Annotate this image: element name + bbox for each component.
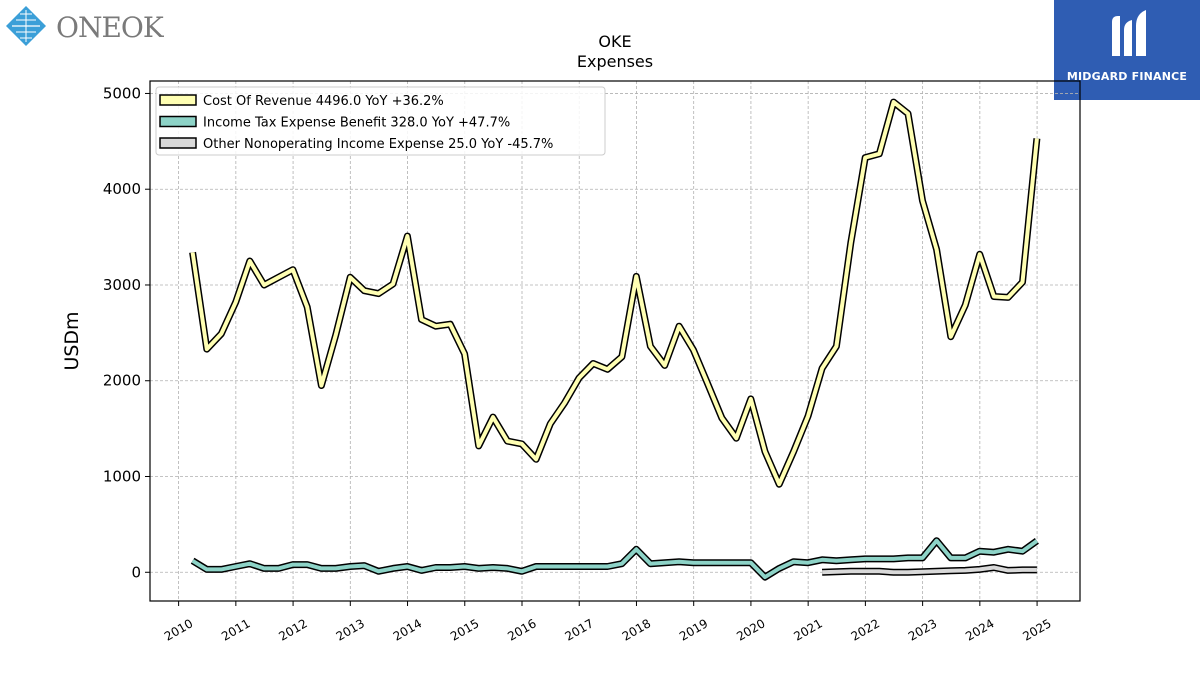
legend-swatch (159, 137, 197, 149)
plot-frame (149, 80, 1081, 602)
legend-entry: Cost Of Revenue 4496.0 YoY +36.2% (203, 94, 444, 109)
legend-swatch (159, 115, 197, 128)
series-outline-0 (189, 98, 1041, 488)
x-tick-label: 2011 (219, 616, 252, 643)
y-tick-label: 3000 (103, 276, 141, 294)
x-tick-label: 2024 (963, 616, 996, 643)
y-tick-label: 0 (131, 563, 141, 581)
x-tick-label: 2023 (906, 616, 939, 643)
oneok-logo: ONEOK (4, 4, 166, 48)
midgard-emblem-icon (1112, 10, 1146, 56)
x-tick-label: 2018 (620, 616, 653, 643)
y-tick-label: 5000 (103, 84, 141, 102)
oneok-wordmark: ONEOK (56, 11, 164, 44)
x-tick-label: 2014 (391, 616, 424, 643)
y-axis-label: USDm (61, 311, 83, 370)
series-lines (189, 98, 1041, 581)
series-line-0 (190, 100, 1039, 487)
legend-box (155, 86, 606, 156)
x-tick-label: 2019 (677, 616, 710, 643)
y-tick-label: 2000 (103, 372, 141, 390)
legend-swatch (159, 94, 197, 106)
chart-title: OKE (598, 32, 631, 51)
x-tick-label: 2013 (334, 616, 367, 643)
oneok-diamond-icon (6, 6, 46, 46)
grid-lines (150, 81, 1080, 601)
x-tick-label: 2025 (1020, 616, 1053, 643)
x-tick-label: 2010 (162, 616, 195, 643)
series-line-2 (822, 565, 1037, 575)
x-tick-label: 2015 (448, 616, 481, 643)
legend-entry: Other Nonoperating Income Expense 25.0 Y… (203, 137, 553, 152)
x-tick-label: 2016 (505, 616, 538, 643)
midgard-finance-wordmark: MIDGARD FINANCE (1066, 70, 1188, 83)
chart-subtitle: Expenses (577, 52, 653, 71)
x-tick-label: 2017 (563, 616, 596, 643)
legend: Cost Of Revenue 4496.0 YoY +36.2% Income … (155, 86, 606, 156)
y-tick-label: 1000 (103, 468, 141, 486)
series-line-1 (191, 538, 1039, 580)
legend-entry: Income Tax Expense Benefit 328.0 YoY +47… (203, 116, 510, 131)
y-tick-label: 4000 (103, 180, 141, 198)
midgard-finance-logo: MIDGARD FINANCE (1054, 0, 1200, 100)
x-tick-label: 2022 (849, 616, 882, 643)
x-tick-label: 2020 (734, 616, 767, 643)
x-tick-label: 2021 (791, 616, 824, 643)
y-axis: 0 1000 2000 3000 4000 5000 (103, 84, 150, 581)
x-tick-label: 2012 (276, 616, 309, 643)
x-axis: 2010 2011 2012 2013 2014 2015 2016 2017 2018 2019… (162, 601, 1054, 644)
